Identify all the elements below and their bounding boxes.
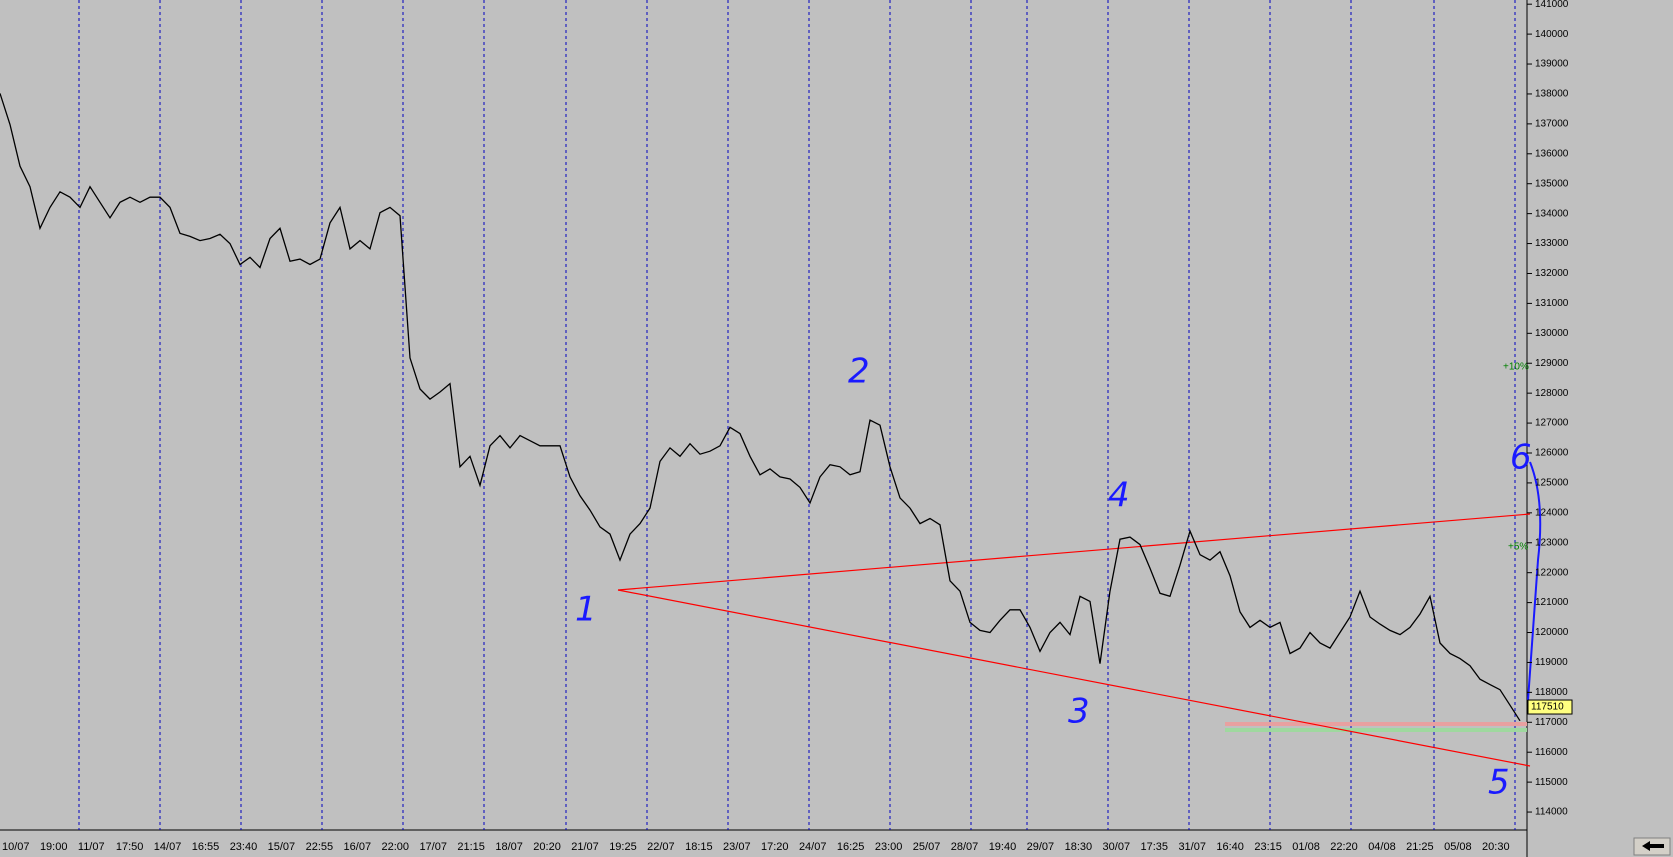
bid-marker	[1225, 722, 1527, 726]
y-tick-label: 124000	[1535, 507, 1569, 518]
x-tick-label: 28/07	[951, 841, 979, 853]
x-tick-label: 23:00	[875, 841, 903, 853]
annotation: 3	[1068, 692, 1090, 732]
x-tick-label: 16/07	[344, 841, 372, 853]
y-tick-label: 134000	[1535, 208, 1569, 219]
x-tick-label: 31/07	[1178, 841, 1206, 853]
arrow-icon	[1642, 841, 1664, 851]
y-tick-label: 133000	[1535, 238, 1569, 249]
annotation: 1	[575, 590, 597, 630]
y-tick-label: 122000	[1535, 567, 1569, 578]
percent-label: +10%	[1503, 362, 1529, 373]
x-tick-label: 21:15	[457, 841, 485, 853]
x-tick-label: 10/07	[2, 841, 30, 853]
x-tick-label: 19:40	[989, 841, 1017, 853]
x-tick-label: 19:00	[40, 841, 68, 853]
y-tick-label: 125000	[1535, 478, 1569, 489]
y-tick-label: 123000	[1535, 537, 1569, 548]
x-tick-label: 25/07	[913, 841, 941, 853]
x-tick-label: 16:40	[1216, 841, 1244, 853]
y-tick-label: 126000	[1535, 448, 1569, 459]
y-tick-label: 120000	[1535, 627, 1569, 638]
x-axis-panel	[0, 830, 1527, 857]
y-tick-label: 131000	[1535, 298, 1569, 309]
y-tick-label: 115000	[1535, 777, 1568, 788]
x-tick-label: 14/07	[154, 841, 182, 853]
scroll-button[interactable]	[1633, 837, 1671, 856]
y-tick-label: 117000	[1535, 717, 1568, 728]
price-line	[0, 93, 1521, 722]
time-grid	[78, 0, 1516, 830]
x-tick-label: 21:25	[1406, 841, 1434, 853]
x-tick-label: 17:50	[116, 841, 144, 853]
x-tick-label: 17:35	[1141, 841, 1169, 853]
x-tick-label: 19:25	[609, 841, 637, 853]
y-tick-label: 141000	[1535, 0, 1569, 10]
x-tick-label: 29/07	[1027, 841, 1055, 853]
handwritten-stroke	[1527, 461, 1542, 701]
x-tick-label: 23/07	[723, 841, 751, 853]
x-tick-label: 15/07	[268, 841, 296, 853]
y-tick-label: 127000	[1535, 418, 1569, 429]
y-tick-label: 139000	[1535, 59, 1569, 70]
x-tick-label: 01/08	[1292, 841, 1320, 853]
annotation: 5	[1488, 763, 1510, 803]
annotation: 6	[1510, 438, 1532, 478]
annotation: 4	[1108, 476, 1130, 516]
last-price-box	[1527, 699, 1573, 715]
trend-line	[617, 513, 1531, 591]
y-tick-label: 140000	[1535, 29, 1569, 40]
x-tick-label: 11/07	[78, 841, 105, 853]
x-tick-label: 22/07	[647, 841, 675, 853]
y-tick-label: 118000	[1535, 687, 1568, 698]
ask-marker	[1225, 728, 1527, 732]
x-tick-label: 24/07	[799, 841, 827, 853]
y-tick-label: 135000	[1535, 178, 1569, 189]
x-tick-label: 23:15	[1254, 841, 1282, 853]
y-tick-label: 137000	[1535, 119, 1569, 130]
x-tick-label: 20:20	[533, 841, 561, 853]
x-tick-label: 22:00	[382, 841, 410, 853]
x-tick-label: 18:30	[1065, 841, 1093, 853]
x-tick-label: 30/07	[1103, 841, 1131, 853]
plot-area	[0, 0, 1527, 830]
x-tick-label: 16:55	[192, 841, 220, 853]
y-tick-label: 138000	[1535, 89, 1569, 100]
annotation: 2	[848, 352, 870, 392]
x-tick-label: 17:20	[761, 841, 789, 853]
trend-line	[617, 589, 1531, 767]
x-tick-label: 17/07	[419, 841, 447, 853]
percent-label: +5%	[1508, 542, 1528, 553]
x-tick-label: 18:15	[685, 841, 713, 853]
x-tick-label: 20:30	[1482, 841, 1510, 853]
y-tick-label: 116000	[1535, 747, 1568, 758]
y-tick-label: 130000	[1535, 328, 1569, 339]
x-tick-label: 22:20	[1330, 841, 1358, 853]
x-tick-label: 16:25	[837, 841, 865, 853]
y-tick-label: 129000	[1535, 358, 1569, 369]
x-tick-label: 23:40	[230, 841, 258, 853]
y-tick-label: 119000	[1535, 657, 1568, 668]
x-tick-label: 05/08	[1444, 841, 1472, 853]
x-tick-label: 18/07	[495, 841, 523, 853]
x-tick-label: 21/07	[571, 841, 599, 853]
x-tick-label: 04/08	[1368, 841, 1396, 853]
y-tick-label: 132000	[1535, 268, 1569, 279]
last-price-label: 117510	[1531, 702, 1564, 713]
y-tick-label: 114000	[1535, 807, 1568, 818]
y-tick-label: 136000	[1535, 148, 1569, 159]
x-tick-label: 22:55	[306, 841, 334, 853]
y-tick-label: 128000	[1535, 388, 1569, 399]
y-tick-label: 121000	[1535, 597, 1569, 608]
